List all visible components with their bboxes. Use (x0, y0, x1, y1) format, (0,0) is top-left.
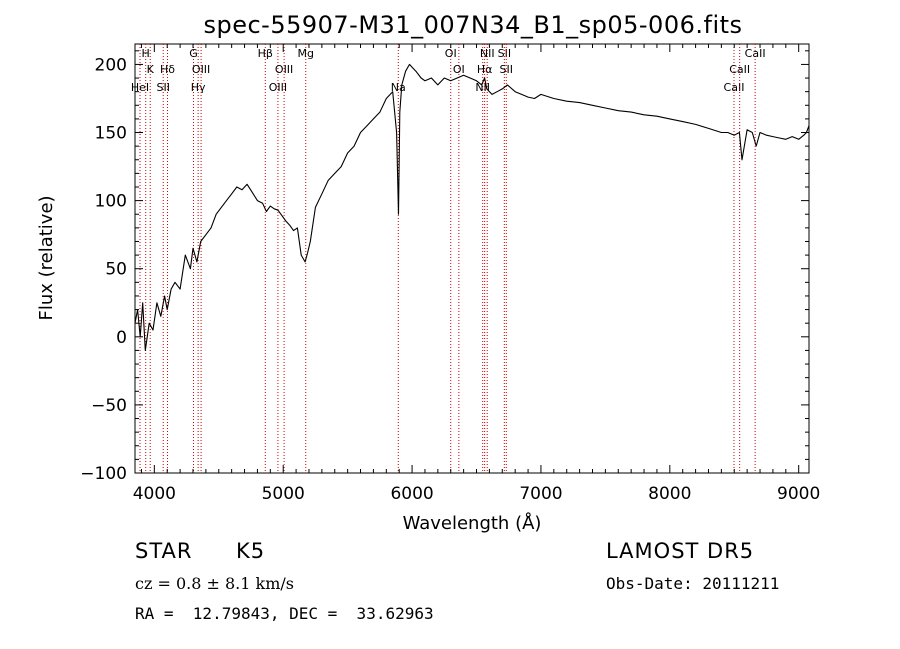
x-tick-label-1: 5000 (262, 484, 305, 504)
line-label-18: SII (498, 47, 511, 60)
line-label-16: Hα (477, 63, 493, 76)
line-label-21: CaII (729, 63, 750, 76)
y-tick-label-5: 150 (95, 124, 127, 144)
line-label-4: Hδ (160, 63, 175, 76)
y-tick-label-1: −50 (91, 396, 127, 416)
observation-date: Obs-Date: 20111211 (606, 574, 780, 593)
line-label-14: OI (453, 63, 465, 76)
y-axis-label: Flux (relative) (36, 195, 57, 320)
x-tick-label-0: 4000 (133, 484, 176, 504)
y-tick-label-2: 0 (116, 328, 127, 348)
line-label-5: G (189, 47, 198, 60)
x-tick-label-3: 7000 (519, 484, 562, 504)
line-label-20: CaII (724, 81, 745, 94)
object-class: STAR (135, 539, 193, 563)
line-label-22: CaII (745, 47, 766, 60)
line-label-0: HeI (131, 81, 149, 94)
chart-title: spec-55907-M31_007N34_B1_sp05-006.fits (203, 11, 742, 39)
coordinates: RA = 12.79843, DEC = 33.62963 (135, 604, 434, 623)
y-tick-label-6: 200 (95, 55, 127, 75)
x-tick-label-2: 6000 (390, 484, 433, 504)
line-label-8: Hβ (258, 47, 273, 60)
line-label-7: OIII (192, 63, 210, 76)
x-tick-label-5: 9000 (777, 484, 820, 504)
line-label-13: OI (445, 47, 457, 60)
redshift-velocity: cz = 0.8 ± 8.1 km/s (135, 574, 294, 593)
axes-frame (134, 43, 810, 474)
line-label-19: SII (500, 63, 513, 76)
spectral-line-markers: HeIHKSIIHδGHγOIIIHβOIIIOIIIMgNaOIOINIIHα… (131, 44, 766, 473)
object-subclass: K5 (236, 539, 266, 563)
spectrum-series (134, 63, 810, 351)
spectrum-line-0 (134, 63, 810, 351)
line-label-17: NII (480, 47, 495, 60)
line-label-2: K (147, 63, 155, 76)
line-label-11: Mg (298, 47, 314, 60)
line-label-1: H (142, 47, 150, 60)
x-axis-label: Wavelength (Å) (403, 512, 542, 534)
x-tick-label-4: 8000 (648, 484, 691, 504)
y-tick-label-0: −100 (80, 464, 127, 484)
axis-ticks: 4000 5000 6000 7000 8000 9000 −100 −50 0 50 100 150… (80, 44, 820, 504)
line-label-6: Hγ (191, 81, 206, 94)
line-label-9: OIII (269, 81, 287, 94)
plot-area-border (134, 43, 810, 474)
y-tick-label-3: 50 (105, 260, 127, 280)
survey-name: LAMOST DR5 (606, 539, 755, 563)
line-label-3: SII (156, 81, 169, 94)
y-tick-label-4: 100 (95, 192, 127, 212)
line-label-10: OIII (275, 63, 293, 76)
